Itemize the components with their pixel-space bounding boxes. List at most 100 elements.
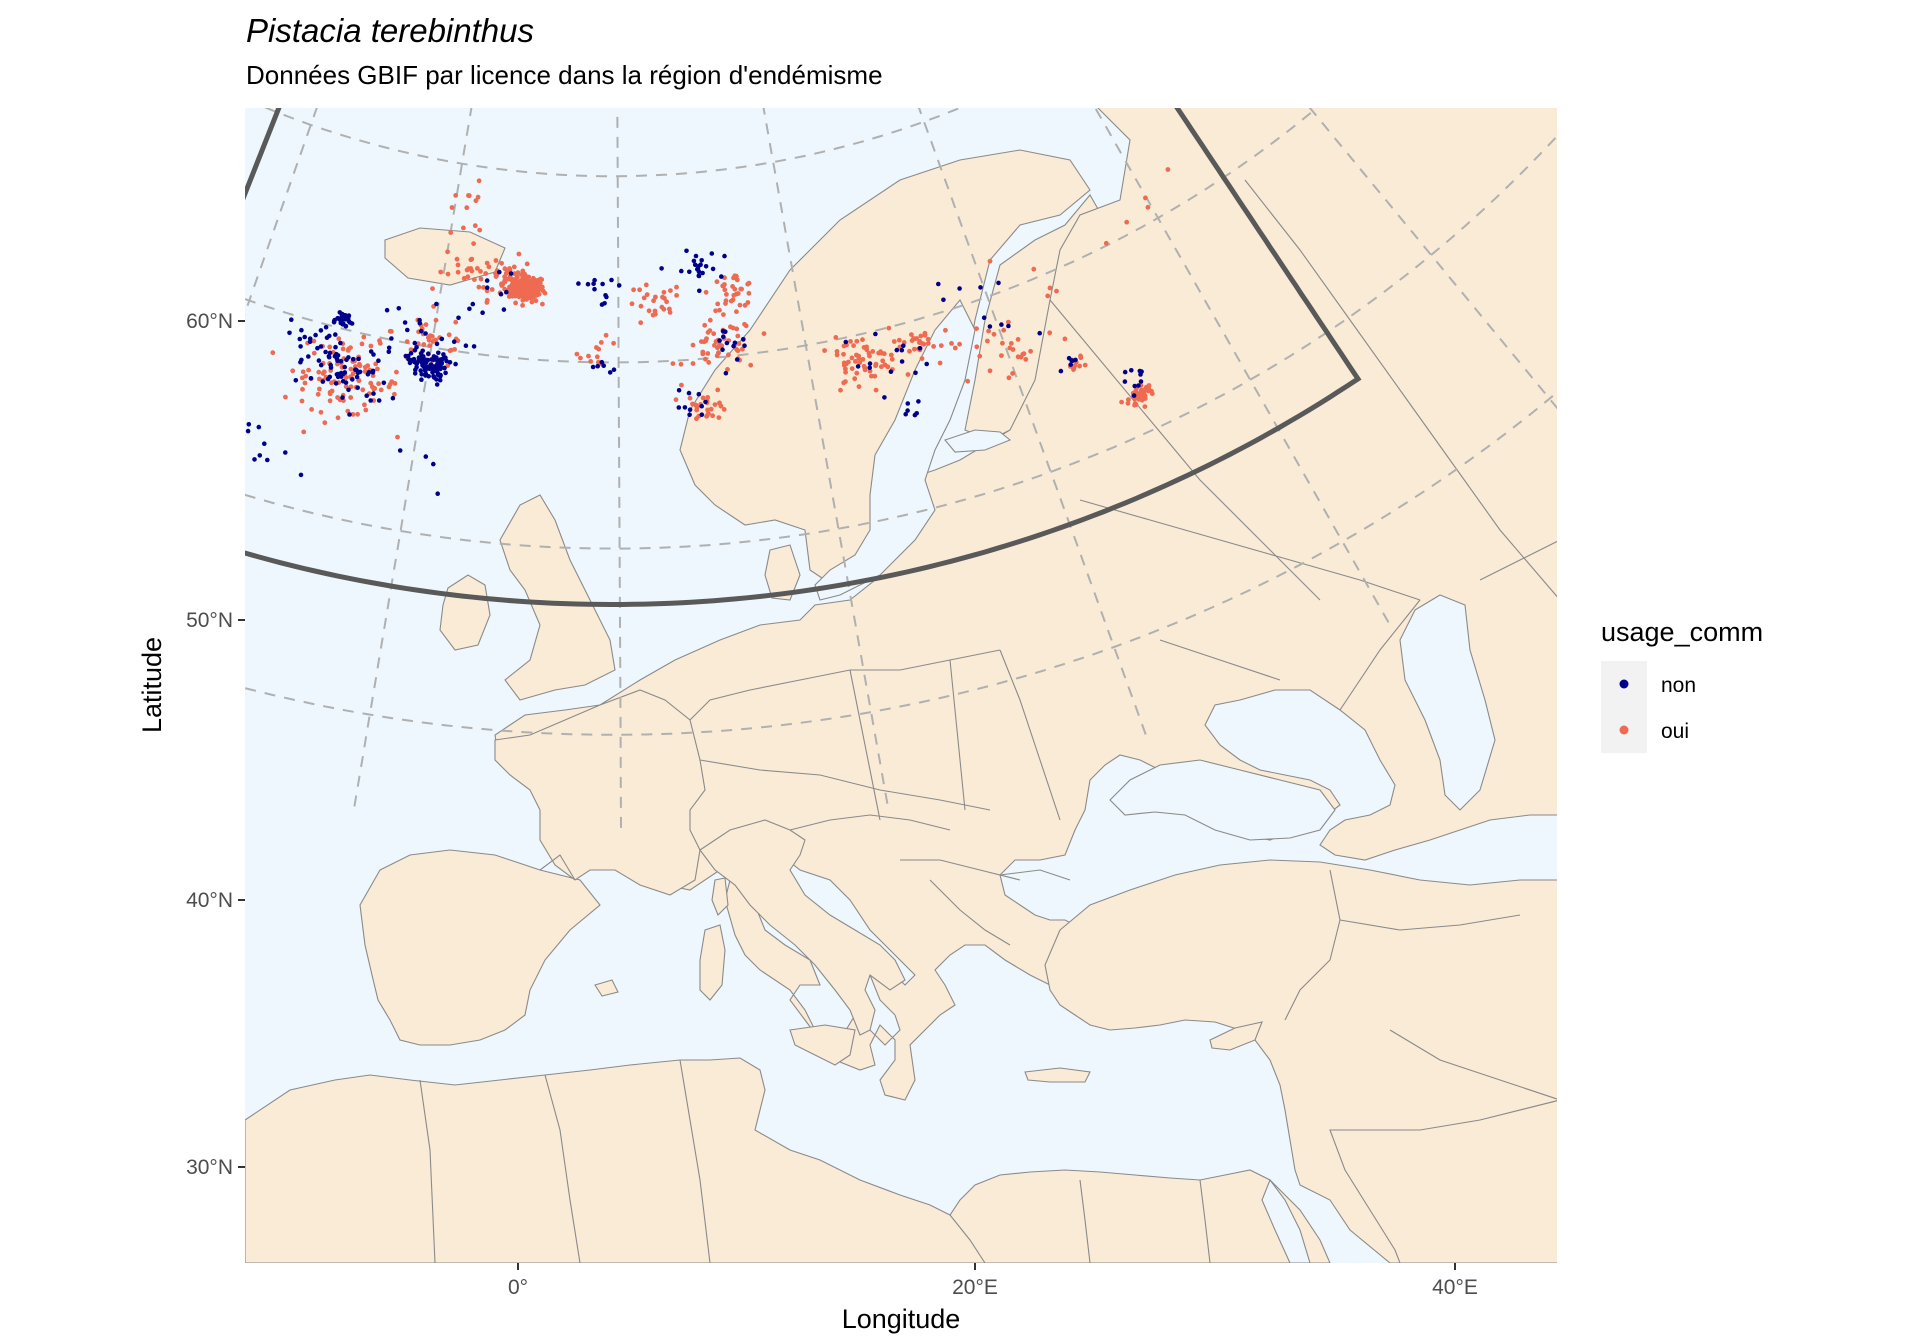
occurrence-point-non	[981, 315, 987, 321]
occurrence-point-oui	[1077, 363, 1082, 369]
occurrence-point-oui	[1047, 330, 1053, 336]
occurrence-point-oui	[925, 336, 931, 342]
occurrence-point-oui	[704, 413, 709, 419]
occurrence-point-non	[418, 328, 424, 334]
occurrence-point-oui	[854, 370, 860, 376]
occurrence-point-oui	[679, 382, 684, 388]
occurrence-point-oui	[735, 291, 741, 296]
occurrence-point-oui	[526, 292, 531, 298]
occurrence-point-non	[957, 286, 962, 291]
occurrence-point-non	[436, 350, 441, 356]
occurrence-point-oui	[694, 407, 700, 413]
occurrence-point-non	[371, 391, 376, 396]
occurrence-point-non	[722, 253, 727, 259]
occurrence-point-non	[867, 365, 872, 371]
occurrence-point-oui	[300, 386, 305, 392]
occurrence-point-oui	[707, 317, 713, 323]
y-tick-label: 60°N	[186, 310, 233, 333]
occurrence-point-non	[342, 364, 348, 370]
occurrence-point-non	[451, 339, 457, 345]
occurrence-point-oui	[724, 292, 729, 297]
occurrence-point-non	[412, 348, 418, 353]
occurrence-point-oui	[690, 361, 696, 366]
occurrence-point-non	[440, 356, 446, 362]
occurrence-point-non	[435, 372, 441, 378]
occurrence-point-non	[434, 341, 440, 347]
occurrence-point-oui	[1071, 367, 1076, 372]
occurrence-point-oui	[705, 330, 711, 335]
occurrence-point-oui	[723, 301, 728, 306]
occurrence-point-non	[335, 358, 340, 364]
occurrence-point-oui	[392, 391, 397, 397]
occurrence-point-non	[427, 366, 432, 372]
occurrence-point-oui	[637, 287, 642, 293]
occurrence-point-oui	[651, 298, 656, 304]
occurrence-point-oui	[860, 337, 865, 343]
occurrence-point-oui	[714, 279, 720, 285]
occurrence-point-oui	[653, 311, 658, 317]
occurrence-point-oui	[1137, 390, 1143, 396]
land-denmark	[764, 544, 801, 601]
occurrence-point-non	[501, 307, 507, 312]
occurrence-point-oui	[881, 351, 887, 357]
occurrence-point-non	[426, 374, 432, 379]
occurrence-point-non	[585, 281, 591, 287]
red-sea-gulf	[1261, 1178, 1311, 1263]
occurrence-point-non	[442, 365, 447, 371]
occurrence-point-non	[607, 370, 613, 375]
occurrence-point-oui	[1126, 397, 1131, 402]
occurrence-point-non	[439, 361, 445, 366]
occurrence-point-oui	[478, 276, 484, 282]
occurrence-point-oui	[376, 381, 381, 387]
occurrence-point-non	[350, 377, 355, 382]
occurrence-point-oui	[857, 360, 863, 365]
occurrence-point-oui	[841, 351, 846, 357]
legend-key-background	[1601, 661, 1647, 753]
occurrence-point-oui	[455, 262, 461, 268]
occurrence-point-oui	[335, 395, 340, 400]
occurrence-point-oui	[299, 398, 305, 404]
occurrence-point-oui	[1143, 195, 1148, 201]
occurrence-point-oui	[673, 397, 679, 403]
occurrence-points	[245, 167, 1171, 497]
occurrence-point-oui	[468, 257, 474, 263]
occurrence-point-oui	[631, 287, 636, 293]
occurrence-point-oui	[363, 407, 369, 413]
occurrence-point-oui	[475, 266, 480, 271]
occurrence-point-non	[435, 366, 440, 372]
occurrence-point-oui	[864, 347, 870, 353]
occurrence-point-oui	[848, 339, 853, 344]
occurrence-point-oui	[919, 356, 925, 361]
occurrence-point-oui	[483, 271, 489, 276]
occurrence-point-non	[917, 346, 923, 351]
occurrence-point-oui	[517, 281, 523, 287]
occurrence-point-oui	[362, 402, 367, 408]
occurrence-point-oui	[370, 373, 376, 379]
occurrence-point-oui	[1140, 395, 1145, 401]
occurrence-point-oui	[539, 284, 545, 290]
occurrence-point-oui	[734, 277, 740, 283]
occurrence-point-oui	[761, 331, 767, 336]
occurrence-point-non	[720, 328, 726, 334]
occurrence-point-oui	[718, 403, 724, 409]
occurrence-point-oui	[999, 353, 1004, 358]
occurrence-point-oui	[838, 387, 843, 393]
occurrence-point-non	[414, 361, 419, 366]
occurrence-point-oui	[464, 205, 470, 211]
occurrence-point-non	[334, 351, 339, 357]
occurrence-point-oui	[701, 339, 707, 345]
occurrence-point-oui	[714, 353, 720, 359]
occurrence-point-oui	[1062, 336, 1068, 342]
occurrence-point-oui	[404, 339, 410, 344]
occurrence-point-oui	[705, 351, 711, 356]
occurrence-point-non	[691, 258, 697, 264]
occurrence-point-oui	[713, 308, 718, 314]
y-axis: 30°N 40°N 50°N 60°N	[186, 310, 245, 1179]
occurrence-point-oui	[708, 406, 714, 412]
black-sea	[1109, 759, 1336, 841]
occurrence-point-non	[508, 271, 514, 276]
occurrence-point-oui	[309, 407, 314, 412]
occurrence-point-non	[888, 369, 894, 375]
occurrence-point-non	[343, 313, 348, 318]
occurrence-point-oui	[493, 258, 499, 263]
